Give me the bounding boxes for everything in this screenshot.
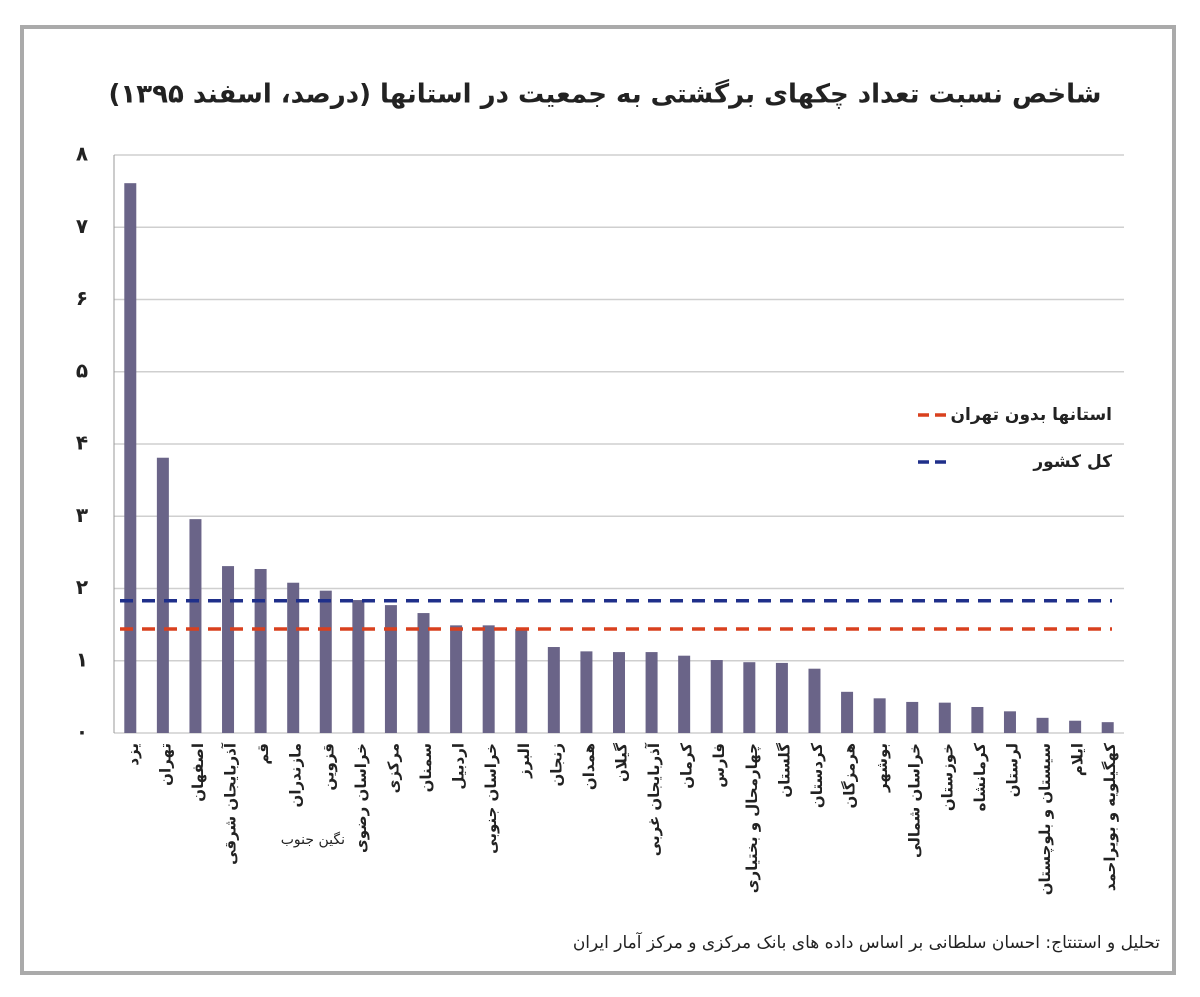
y-tick-label: ۱	[76, 647, 88, 671]
y-tick-label: ۶	[76, 286, 88, 310]
y-tick-label: ۸	[76, 142, 88, 166]
bar	[287, 582, 300, 733]
bar	[808, 668, 821, 733]
x-tick-label: خراسان رضوی	[352, 743, 370, 853]
bar	[189, 519, 202, 733]
bar	[1003, 711, 1016, 733]
bar	[938, 702, 951, 733]
bar	[841, 691, 854, 733]
bar	[743, 662, 756, 733]
x-tick-label: تهران	[156, 743, 174, 786]
x-tick-label: فارس	[710, 743, 728, 788]
bar	[515, 628, 528, 733]
y-tick-label: ۴	[76, 431, 88, 455]
x-tick-label: آذربایجان غربی	[645, 742, 663, 856]
x-tick-label: آذربایجان شرقی	[222, 742, 240, 865]
x-tick-label: خراسان شمالی	[906, 743, 924, 858]
x-tick-label: کرمانشاه	[971, 743, 989, 812]
x-tick-label: هرمزگان	[841, 743, 859, 809]
bar	[352, 600, 365, 733]
bar	[645, 652, 658, 733]
bar	[678, 655, 691, 733]
x-tick-label: مازندران	[287, 743, 305, 807]
source-note: تحلیل و استنتاج: احسان سلطانی بر اساس دا…	[573, 931, 1160, 953]
legend-label: استانها بدون تهران	[951, 405, 1113, 425]
bar	[710, 660, 723, 733]
x-tick-label: یزد	[124, 743, 142, 766]
bar	[873, 698, 886, 733]
bar	[254, 568, 267, 733]
x-tick-label: البرز	[515, 743, 533, 779]
x-tick-label: لرستان	[1003, 743, 1021, 797]
bar	[580, 651, 593, 733]
bar	[450, 625, 463, 733]
x-tick-label: چهارمحال و بختیاری	[743, 743, 762, 893]
bar	[906, 701, 919, 733]
x-tick-label: ایلام	[1069, 743, 1087, 776]
bar	[384, 605, 397, 733]
x-tick-label: کردستان	[808, 743, 826, 808]
y-tick-label: ۵	[76, 358, 88, 382]
bar	[222, 566, 235, 733]
frame	[20, 25, 1176, 975]
bar	[775, 662, 788, 733]
x-tick-label: مرکزی	[384, 743, 402, 793]
x-tick-label: سمنان	[417, 743, 435, 792]
x-tick-label: زنجان	[547, 743, 565, 787]
bar	[1101, 722, 1114, 733]
chart-title: شاخص نسبت تعداد چکهای برگشتی به جمعیت در…	[108, 79, 1101, 110]
x-tick-label: قم	[254, 743, 272, 765]
bar	[124, 183, 137, 734]
bar	[1036, 717, 1049, 733]
bar	[417, 613, 430, 733]
x-tick-label: قزوین	[319, 743, 337, 791]
bar	[156, 457, 169, 733]
x-tick-label: کرمان	[678, 743, 696, 789]
x-tick-label: کهگیلویه و بویراحمد	[1101, 743, 1119, 891]
x-tick-label: اصفهان	[189, 743, 207, 802]
bar	[547, 647, 560, 733]
y-tick-label: ۰	[76, 720, 88, 744]
y-tick-label: ۳	[76, 503, 88, 527]
y-tick-label: ۲	[76, 575, 88, 599]
x-tick-label: گلستان	[775, 743, 793, 798]
bar	[319, 590, 332, 733]
bar	[613, 652, 625, 733]
x-tick-label: بوشهر	[873, 743, 891, 793]
x-tick-label: اردبیل	[450, 743, 468, 790]
x-tick-label: گیلان	[613, 743, 631, 782]
x-tick-label: همدان	[580, 743, 598, 790]
bar	[482, 625, 495, 733]
x-tick-label: سیستان و بلوچستان	[1036, 743, 1055, 895]
legend-label: کل کشور	[1032, 452, 1112, 472]
bar	[971, 706, 984, 733]
watermark: نگین جنوب	[281, 831, 345, 848]
x-tick-label: خراسان جنوبی	[482, 743, 500, 854]
bar	[1069, 720, 1082, 733]
y-tick-label: ۷	[76, 214, 88, 238]
x-tick-label: خوزستان	[938, 743, 956, 811]
